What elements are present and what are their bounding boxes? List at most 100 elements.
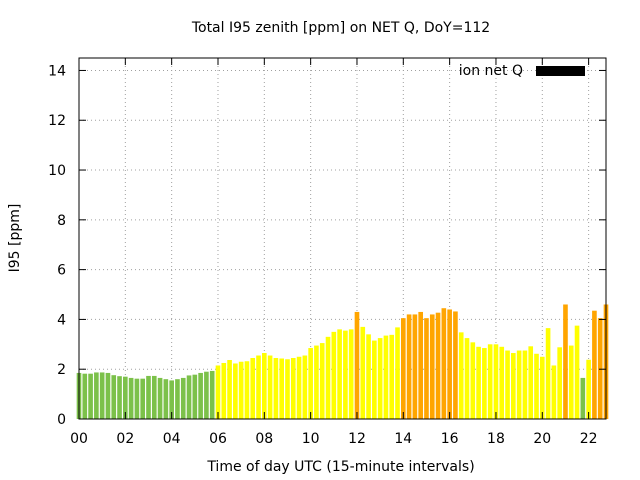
bar <box>470 342 476 419</box>
legend-label: ion net Q <box>459 63 523 79</box>
bar <box>296 356 302 419</box>
bar <box>180 377 186 419</box>
bar <box>123 376 128 419</box>
bar <box>279 358 285 419</box>
bar <box>215 365 221 419</box>
bar <box>360 326 366 419</box>
bar <box>586 359 591 419</box>
bar <box>186 375 192 419</box>
x-tick-label: 02 <box>116 431 134 447</box>
bar <box>117 376 122 419</box>
bar <box>319 343 325 419</box>
bar <box>227 360 232 419</box>
x-tick-label: 04 <box>163 431 181 447</box>
bar <box>372 340 377 419</box>
x-axis-label: Time of day UTC (15-minute intervals) <box>206 459 474 475</box>
bar <box>487 344 493 419</box>
bar <box>111 375 117 419</box>
bar <box>99 372 105 419</box>
bar <box>563 304 568 419</box>
bar <box>82 373 88 419</box>
bar <box>290 358 296 419</box>
bar <box>198 372 203 419</box>
x-tick-label: 06 <box>209 431 227 447</box>
bar <box>221 362 227 419</box>
x-tick-labels: 00 02 04 06 08 10 12 14 16 18 20 22 <box>70 431 597 447</box>
bar <box>308 348 313 419</box>
bar <box>140 378 146 419</box>
bar <box>476 346 481 419</box>
y-tick-label: 12 <box>48 113 66 129</box>
bar <box>406 314 412 419</box>
bar <box>169 380 174 419</box>
y-tick-labels: 0 2 4 6 8 10 12 14 <box>48 63 66 428</box>
bar <box>337 329 342 419</box>
bar <box>424 318 429 419</box>
bar <box>204 371 209 419</box>
bar <box>377 338 383 419</box>
bar <box>464 338 470 419</box>
bar <box>88 373 93 419</box>
bar <box>250 358 256 419</box>
y-tick-label: 0 <box>57 412 66 428</box>
bar <box>395 327 400 419</box>
bar <box>389 334 395 419</box>
bar <box>331 331 337 419</box>
bar <box>233 363 238 419</box>
bar <box>568 345 574 419</box>
x-tick-label: 20 <box>533 431 551 447</box>
bar <box>151 375 157 419</box>
bar <box>493 344 499 419</box>
bar <box>238 361 244 419</box>
bar <box>516 350 522 419</box>
plot-frame <box>78 57 607 420</box>
bar <box>157 377 163 419</box>
bar <box>528 346 534 419</box>
bar <box>458 332 464 419</box>
x-tick-label: 22 <box>580 431 598 447</box>
bar <box>505 350 510 419</box>
x-tick-label: 00 <box>70 431 88 447</box>
x-tick-label: 10 <box>302 431 320 447</box>
bar <box>366 334 371 419</box>
bar <box>447 309 452 419</box>
bar <box>522 350 528 419</box>
bar <box>539 356 545 419</box>
x-tick-label: 16 <box>441 431 459 447</box>
bar <box>134 378 140 419</box>
bar <box>128 377 134 419</box>
chart-title: Total I95 zenith [ppm] on NET Q, DoY=112 <box>191 20 490 36</box>
bar <box>244 361 250 419</box>
bar <box>302 355 308 419</box>
y-tick-label: 2 <box>57 362 66 378</box>
bar <box>418 311 423 419</box>
bar <box>94 372 99 419</box>
y-tick-label: 14 <box>48 63 66 79</box>
bar <box>273 358 279 419</box>
bar <box>441 308 447 419</box>
bar <box>592 310 597 419</box>
bar <box>256 355 261 419</box>
x-tick-label: 14 <box>394 431 412 447</box>
bar <box>557 347 562 419</box>
x-tick-label: 18 <box>487 431 505 447</box>
bar <box>580 377 586 419</box>
bar <box>400 318 406 419</box>
bar <box>574 325 580 419</box>
y-tick-label: 8 <box>57 213 66 229</box>
bar <box>534 353 539 419</box>
bar <box>175 379 180 419</box>
bar <box>453 311 458 419</box>
bar <box>262 353 267 419</box>
bar-series <box>76 304 609 419</box>
bar <box>545 328 551 419</box>
y-tick-label: 10 <box>48 163 66 179</box>
legend-swatch <box>536 66 585 76</box>
y-tick-label: 4 <box>57 312 66 328</box>
bar <box>314 345 319 419</box>
legend: ion net Q <box>459 63 585 79</box>
x-tick-label: 12 <box>348 431 366 447</box>
bar <box>354 311 360 419</box>
bar <box>499 346 505 419</box>
bar <box>146 375 151 419</box>
